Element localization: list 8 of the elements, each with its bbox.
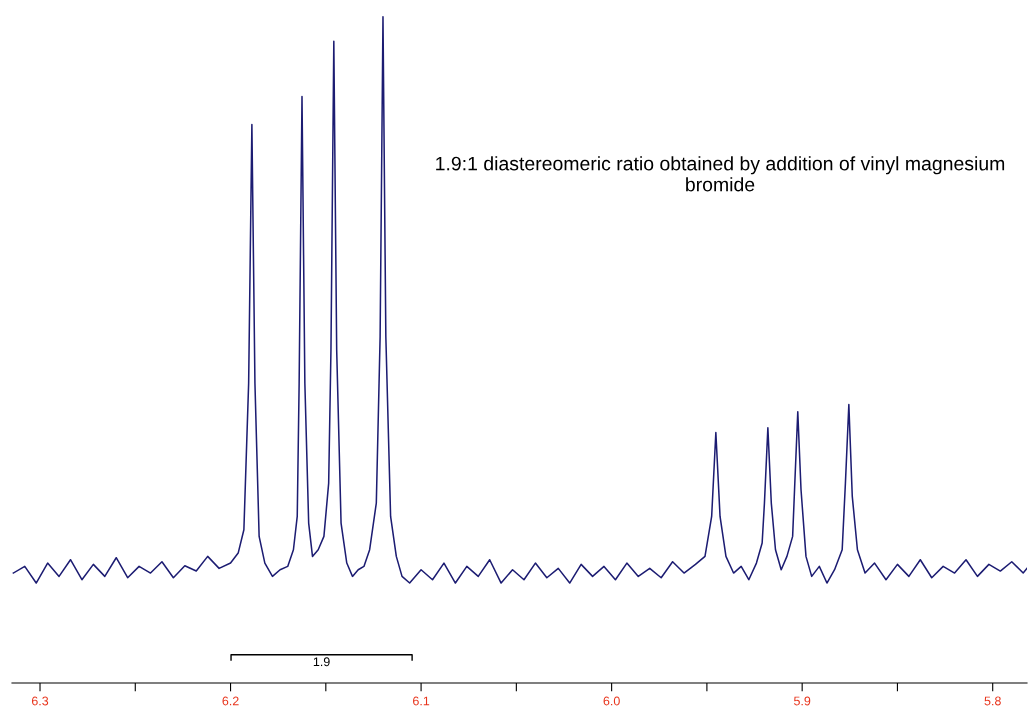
x-tick-label: 6.1 [413,696,430,706]
x-tick-label: 6.0 [603,696,620,706]
x-tick-label: 6.3 [31,696,49,706]
x-tick-label: 5.9 [793,696,811,706]
x-tick-label: 5.8 [984,696,1001,706]
annotation: 1.9:1 diastereomeric ratio obtained by addition of vinyl magnesium bromide [436,156,1005,192]
annotation: 1.9 [313,657,330,667]
x-tick-label: 6.2 [222,696,239,706]
